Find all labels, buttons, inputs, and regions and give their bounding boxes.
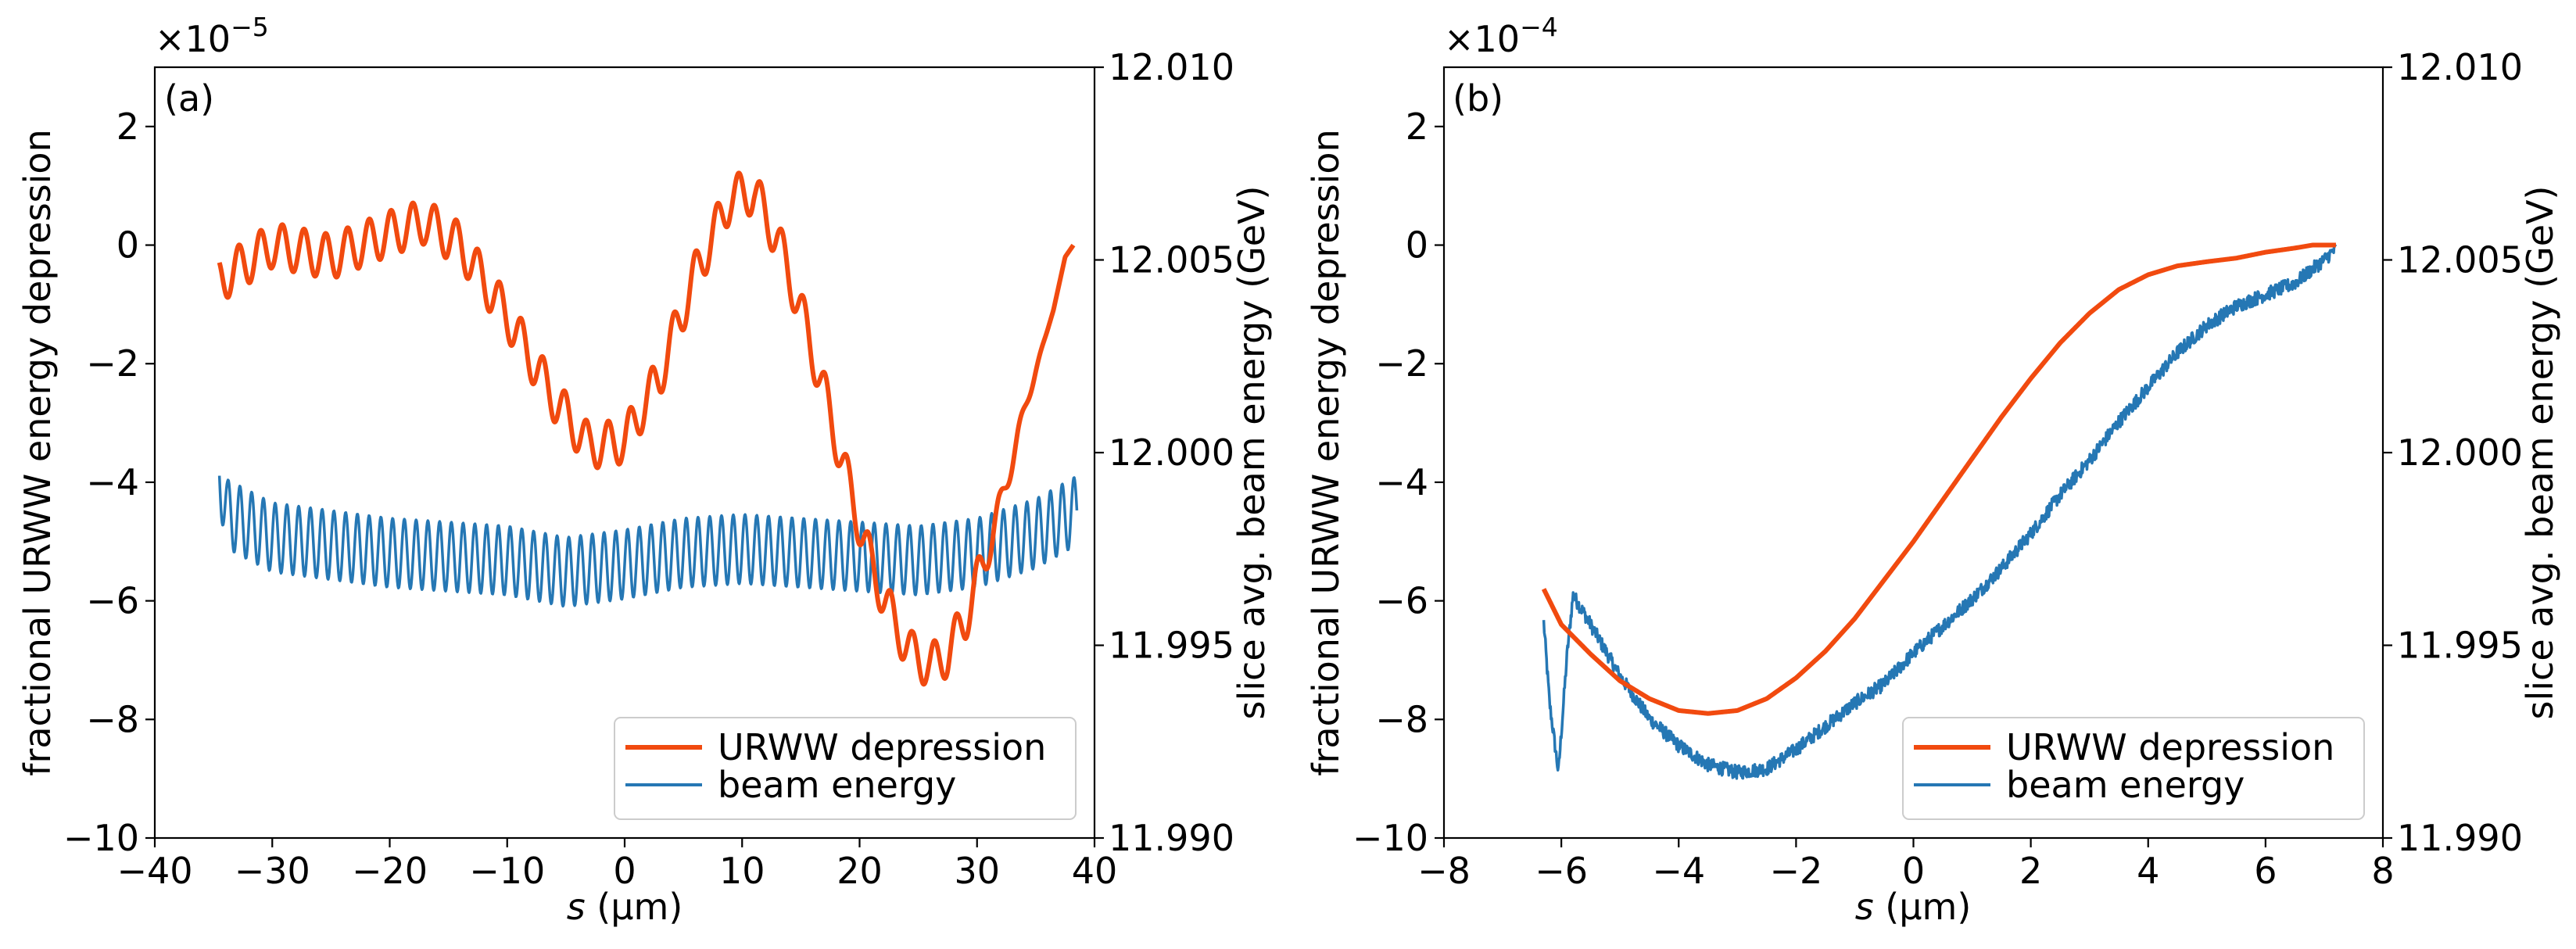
panel-a-x-axis-label: s (µm): [567, 886, 683, 928]
panel-a-left-y-tick-label: −6: [86, 580, 139, 622]
panel-a-urww-depression-line: [217, 170, 1076, 687]
panel-b-left-y-axis-label: fractional URWW energy depression: [1305, 129, 1347, 775]
panel-a-x-tick-label: 20: [837, 850, 883, 892]
panel-b-right-y-ticks: 11.990 11.995 12.000 12.005 12.010: [2383, 46, 2523, 859]
panel-b-urww-depression-line: [1541, 242, 2338, 716]
panel-a-left-y-tick-label: 0: [116, 224, 139, 267]
panel-a-multiplier: ×10−5: [155, 12, 269, 60]
panel-b-left-y-tick-label: −2: [1375, 342, 1428, 385]
panel-a-left-y-axis-label: fractional URWW energy depression: [16, 129, 59, 775]
panel-b-right-y-tick-label: 12.005: [2397, 239, 2523, 281]
panel-b-right-y-tick-label: 12.010: [2397, 46, 2523, 88]
panel-a-left-y-tick-label: 2: [116, 106, 139, 148]
panel-a-left-y-ticks: −10 −8 −6 −4 −2 0 2: [63, 106, 155, 859]
panel-b-left-y-tick-label: −10: [1352, 817, 1428, 859]
panel-b-x-tick-label: 6: [2254, 850, 2277, 892]
panel-a-x-tick-label: −30: [235, 850, 310, 892]
panel-b-legend: URWW depression beam energy: [1902, 717, 2365, 820]
panel-a-left-y-tick-label: −8: [86, 698, 139, 740]
panel-a-x-tick-label: −20: [352, 850, 428, 892]
panel-b-legend-urww-label: URWW depression: [2006, 726, 2334, 768]
panel-b-x-axis-label: s (µm): [1855, 886, 1972, 928]
panel-a-x-tick-label: −40: [116, 850, 192, 892]
panel-a-x-tick-label: −10: [469, 850, 545, 892]
panel-b-right-y-tick-label: 11.990: [2397, 817, 2523, 859]
panel-b-x-tick-label: −6: [1535, 850, 1588, 892]
panel-a-right-y-axis-label: slice avg. beam energy (GeV): [1231, 186, 1273, 720]
panel-b: −8 −6 −4 −2 0 2 4 6 8 −10−8−6−4−202 11.99011.995…: [1305, 12, 2561, 928]
panel-a-left-y-tick-label: −10: [63, 817, 139, 859]
panel-b-right-y-tick-label: 12.000: [2397, 432, 2523, 474]
panel-b-label: (b): [1453, 77, 1503, 120]
panel-b-right-y-tick-label: 11.995: [2397, 625, 2523, 667]
panel-a-legend-box: [614, 717, 1077, 820]
panel-b-series: [1541, 242, 2338, 780]
panel-a: −40 −30 −20 −10 0 10 20 30 40 −10−8−6−4−202 11.9…: [16, 12, 1273, 928]
panel-b-left-y-tick-label: −8: [1375, 698, 1428, 740]
panel-a-right-y-tick-label: 11.990: [1109, 817, 1234, 859]
panel-a-right-y-tick-label: 12.000: [1109, 432, 1234, 474]
panel-a-series: [217, 170, 1079, 687]
panel-a-right-y-ticks: 11.990 11.995 12.000 12.005 12.010: [1095, 46, 1234, 859]
panel-b-legend-beam-label: beam energy: [2006, 764, 2245, 806]
panel-a-legend-urww-label: URWW depression: [718, 726, 1046, 768]
panel-b-x-ticks: −8 −6 −4 −2 0 2 4 6 8: [1417, 838, 2395, 892]
panel-a-x-tick-label: 0: [613, 850, 636, 892]
panel-a-x-ticks: −40 −30 −20 −10 0 10 20 30 40: [116, 838, 1117, 892]
panel-b-x-tick-label: −4: [1652, 850, 1705, 892]
panel-a-right-y-tick-label: 12.005: [1109, 239, 1234, 281]
panel-a-beam-energy-line: [217, 475, 1079, 608]
panel-b-legend-box: [1902, 717, 2365, 820]
panel-b-x-tick-label: 2: [2019, 850, 2042, 892]
panel-a-right-y-tick-label: 12.010: [1109, 46, 1234, 88]
panel-a-x-tick-label: 10: [719, 850, 765, 892]
panel-b-x-tick-label: 0: [1902, 850, 1925, 892]
panel-b-left-y-tick-label: 2: [1406, 106, 1428, 148]
panel-a-legend: URWW depression beam energy: [614, 717, 1077, 820]
panel-a-left-y-tick-label: −2: [86, 342, 139, 385]
panel-a-x-tick-label: 30: [954, 850, 1000, 892]
panel-a-left-y-tick-label: −4: [86, 461, 139, 503]
panel-b-left-y-ticks: −10 −8 −6 −4 −2 0 2: [1352, 106, 1444, 859]
panel-b-x-tick-label: 4: [2137, 850, 2159, 892]
panel-b-left-y-tick-label: −6: [1375, 580, 1428, 622]
panel-b-right-y-axis-label: slice avg. beam energy (GeV): [2519, 186, 2561, 720]
panel-b-multiplier: ×10−4: [1444, 12, 1558, 60]
panel-b-beam-energy-line: [1542, 242, 2338, 780]
panel-b-left-y-tick-label: 0: [1406, 224, 1428, 267]
panel-a-legend-beam-label: beam energy: [718, 764, 956, 806]
panel-a-x-tick-label: 40: [1072, 850, 1118, 892]
panel-b-x-tick-label: −8: [1417, 850, 1471, 892]
panel-a-label: (a): [164, 77, 214, 120]
panel-a-right-y-tick-label: 11.995: [1109, 625, 1234, 667]
panel-b-left-y-tick-label: −4: [1375, 461, 1428, 503]
panel-b-x-tick-label: 8: [2371, 850, 2394, 892]
panel-b-x-tick-label: −2: [1769, 850, 1822, 892]
